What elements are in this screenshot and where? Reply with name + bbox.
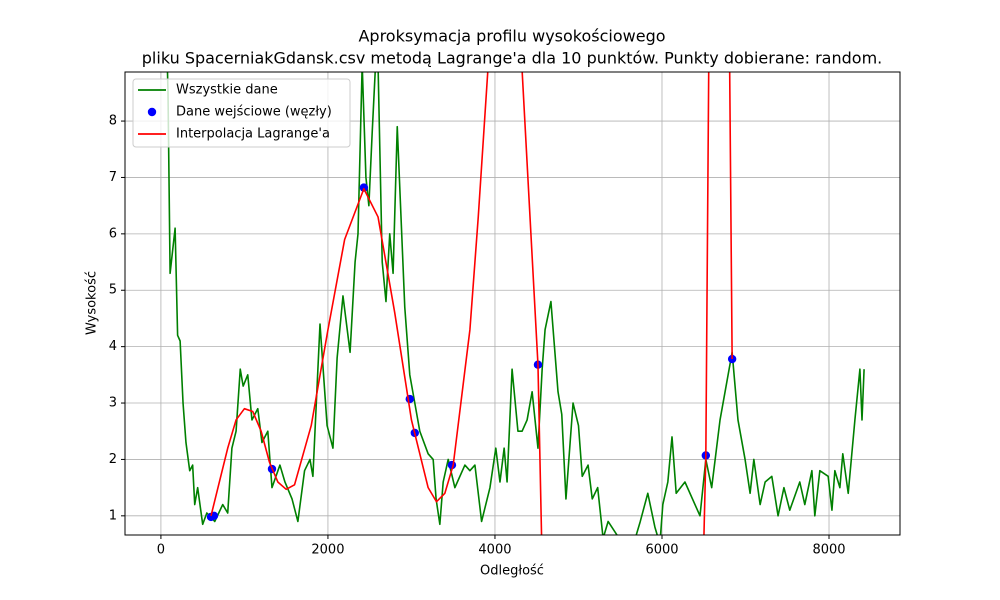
legend: Wszystkie dane Dane wejściowe (węzły) Inte…: [132, 78, 351, 148]
y-tick-label: 4: [109, 339, 117, 354]
x-tick-label: 0: [157, 543, 165, 558]
legend-label: Interpolacja Lagrange'a: [176, 127, 330, 142]
y-tick-label: 1: [109, 508, 117, 523]
axes-frame: [124, 71, 901, 536]
y-tick-label: 5: [109, 283, 117, 298]
series-line: [210, 72, 733, 535]
grid: [125, 72, 900, 535]
y-tick-label: 8: [109, 114, 117, 129]
series-line: [166, 72, 865, 535]
x-axis-label: Odległość: [480, 564, 544, 579]
x-tick-label: 8000: [812, 543, 845, 558]
y-tick-label: 7: [109, 170, 117, 185]
y-tick-label: 2: [109, 452, 117, 467]
y-axis-label: Wysokość: [85, 271, 100, 335]
x-tick-label: 2000: [311, 543, 344, 558]
y-tick-label: 6: [109, 226, 117, 241]
legend-marker: [147, 107, 157, 117]
legend-label: Dane wejściowe (węzły): [176, 105, 332, 120]
legend-label: Wszystkie dane: [176, 83, 278, 98]
chart-title: Aproksymacja profilu wysokościowego: [358, 27, 665, 46]
chart-subtitle: pliku SpacerniakGdansk.csv metodą Lagran…: [142, 49, 882, 68]
plot-area: [166, 72, 865, 535]
legend-box: [132, 78, 351, 148]
data-point: [405, 394, 414, 404]
ticks: 0 2000 4000 6000 8000 1 2 3 4 5 6 7 8: [109, 114, 846, 558]
x-tick-label: 4000: [478, 543, 511, 558]
y-tick-label: 3: [109, 396, 117, 411]
x-tick-label: 6000: [645, 543, 678, 558]
data-point: [359, 183, 369, 192]
